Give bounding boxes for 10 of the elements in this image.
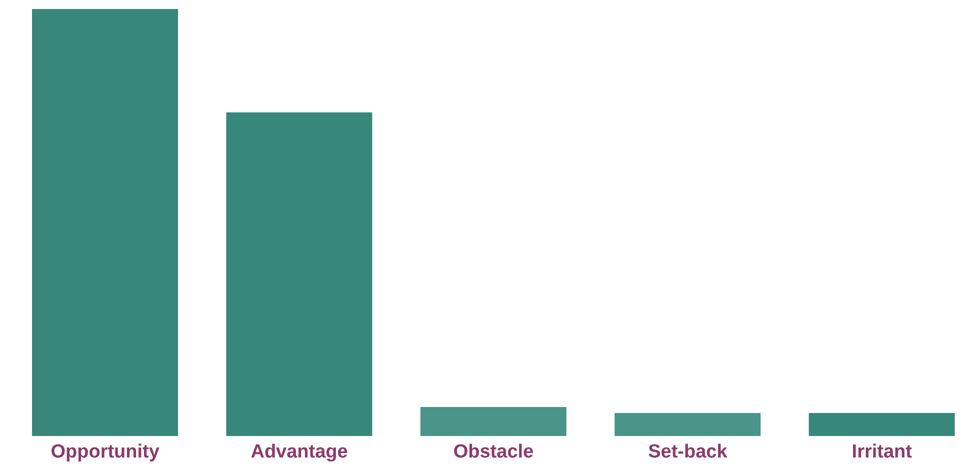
x-tick-label: Opportunity [50, 441, 160, 462]
x-tick-label: Obstacle [453, 441, 534, 462]
x-tick-label: Advantage [250, 441, 348, 462]
bar [226, 112, 372, 436]
x-tick-label: Set-back [648, 441, 728, 462]
x-tick-label: Irritant [852, 441, 913, 462]
bar [808, 412, 955, 436]
bar [32, 9, 178, 436]
bar [420, 406, 566, 436]
bar [614, 412, 761, 436]
